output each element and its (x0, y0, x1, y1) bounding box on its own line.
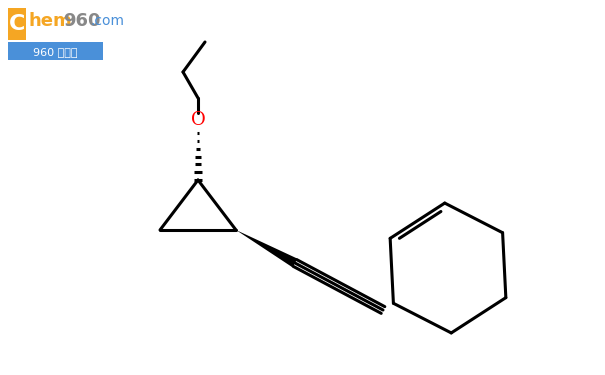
Text: 960 化工网: 960 化工网 (33, 47, 77, 57)
Text: O: O (191, 111, 205, 129)
Text: hem: hem (28, 12, 72, 30)
Text: .com: .com (90, 14, 124, 28)
Text: C: C (9, 14, 25, 34)
Bar (8, 42, 103, 60)
Polygon shape (236, 230, 298, 267)
Bar (8, 8, 26, 40)
Text: 960: 960 (63, 12, 100, 30)
